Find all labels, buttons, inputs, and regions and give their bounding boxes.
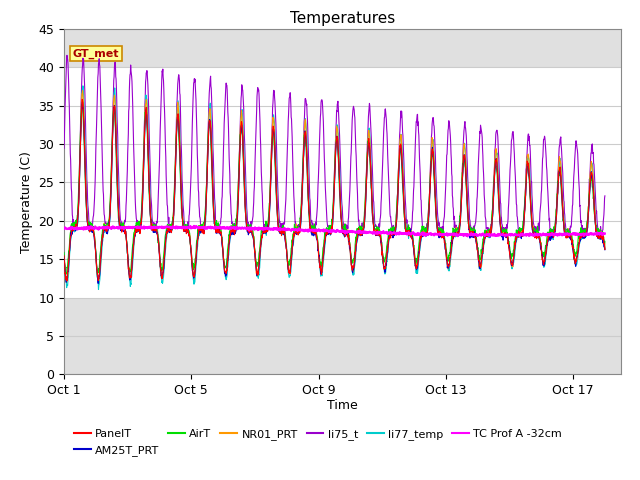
X-axis label: Time: Time: [327, 398, 358, 411]
Text: GT_met: GT_met: [72, 48, 119, 59]
Y-axis label: Temperature (C): Temperature (C): [20, 151, 33, 252]
Bar: [64, 298, 621, 374]
Bar: [64, 29, 621, 67]
Title: Temperatures: Temperatures: [290, 11, 395, 26]
Legend: PanelT, AM25T_PRT, AirT, NR01_PRT, li75_t, li77_temp, TC Prof A -32cm: PanelT, AM25T_PRT, AirT, NR01_PRT, li75_…: [70, 425, 566, 460]
